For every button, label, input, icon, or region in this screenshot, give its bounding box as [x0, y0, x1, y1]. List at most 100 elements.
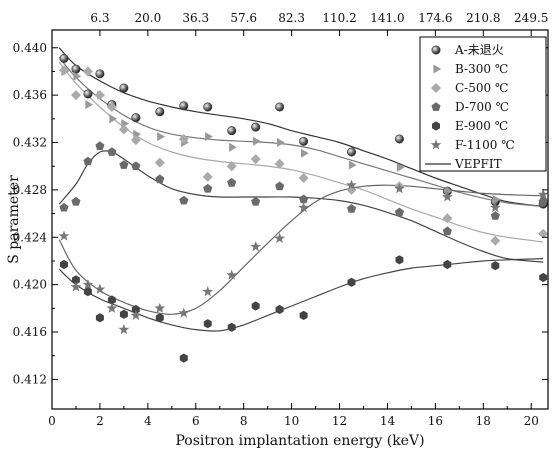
top-tick-label: 174.6 [418, 11, 452, 25]
data-point [131, 161, 141, 171]
data-point [60, 259, 68, 270]
legend-marker [432, 121, 440, 131]
data-point [229, 142, 237, 152]
legend-box [419, 36, 547, 172]
data-point [396, 162, 405, 172]
y-tick-label: 0.432 [13, 136, 47, 150]
x-axis-label: Positron implantation energy (keV) [175, 433, 424, 449]
data-point [58, 230, 70, 241]
data-point [71, 64, 81, 74]
y-tick-label: 0.440 [13, 41, 47, 55]
data-point [299, 136, 309, 146]
data-point [301, 148, 309, 158]
legend-marker [431, 45, 441, 55]
data-point [227, 178, 237, 187]
x-tick-label: 14 [380, 414, 396, 428]
data-point [106, 302, 118, 313]
data-point [299, 194, 309, 204]
data-point [275, 181, 285, 191]
data-point [71, 196, 81, 206]
data-point [155, 313, 164, 323]
data-point [71, 90, 81, 101]
data-point [251, 301, 260, 311]
legend-entry: A-未退火 [454, 43, 504, 57]
data-point [155, 107, 165, 117]
legend: A-未退火 B-300 ℃ C-500 ℃ D-700 ℃ E-900 ℃ F-1100 … [419, 36, 547, 172]
data-point [442, 226, 452, 236]
x-tick-label: 20 [524, 414, 539, 428]
data-point [119, 160, 129, 169]
legend-marker [431, 83, 441, 93]
data-point [118, 324, 130, 335]
data-point [119, 309, 128, 319]
data-point [347, 147, 357, 157]
data-point [539, 272, 548, 283]
legend-entry: C-500 ℃ [455, 81, 508, 95]
x-tick-label: 18 [476, 414, 491, 428]
data-point [250, 241, 261, 252]
data-point [348, 160, 357, 170]
data-point [84, 287, 92, 297]
data-point [537, 189, 548, 200]
data-point [85, 100, 94, 110]
data-point [95, 69, 105, 79]
data-point [178, 134, 189, 144]
legend-entry: B-300 ℃ [455, 62, 508, 76]
x-tick-label: 12 [332, 414, 347, 428]
data-point [226, 161, 237, 172]
data-point [83, 89, 93, 99]
legend-entry: F-1100 ℃ [455, 138, 515, 152]
data-point [82, 66, 93, 77]
top-tick-label: 36.3 [182, 11, 209, 25]
data-point [59, 53, 69, 63]
data-point [490, 211, 500, 220]
data-point [538, 196, 548, 206]
data-point [72, 275, 80, 285]
data-point [203, 183, 213, 193]
data-point [395, 255, 404, 265]
data-point [394, 183, 405, 194]
data-point [130, 135, 141, 146]
data-point [203, 102, 213, 112]
legend-marker [433, 64, 442, 74]
legend-entry: D-700 ℃ [455, 100, 509, 114]
top-tick-label: 57.6 [230, 11, 257, 25]
data-point [347, 204, 357, 213]
top-tick-label: 20.0 [134, 11, 161, 25]
legend-marker [431, 102, 441, 111]
x-tick-label: 2 [96, 414, 104, 428]
data-point [83, 156, 93, 166]
data-point [59, 202, 69, 212]
data-point [490, 235, 501, 246]
data-point [82, 279, 94, 290]
legend-entry-fit: VEPFIT [454, 157, 502, 171]
data-point [538, 228, 548, 239]
x-tick-label: 10 [284, 414, 299, 428]
data-point [154, 302, 166, 313]
data-point [131, 304, 140, 315]
data-point [203, 319, 212, 329]
y-axis-label: S parameter [6, 175, 22, 264]
top-tick-label: 110.2 [322, 11, 356, 25]
data-point [202, 286, 214, 297]
data-point [59, 65, 69, 76]
x-tick-label: 0 [48, 414, 56, 428]
x-tick-label: 8 [240, 414, 248, 428]
data-point [157, 132, 165, 142]
data-point [179, 101, 189, 111]
y-tick-label: 0.424 [13, 230, 48, 244]
top-tick-label: 82.3 [278, 11, 305, 25]
top-tick-label: 141.0 [370, 11, 404, 25]
data-point [274, 232, 285, 243]
data-point [202, 171, 213, 182]
data-point [73, 71, 82, 81]
data-point [107, 295, 116, 305]
y-tick-label: 0.412 [13, 372, 47, 386]
data-point [251, 196, 261, 206]
data-point [253, 136, 261, 146]
top-tick-label: 210.8 [466, 11, 500, 25]
data-point [299, 310, 308, 320]
data-point [109, 114, 118, 124]
data-point [490, 202, 501, 213]
